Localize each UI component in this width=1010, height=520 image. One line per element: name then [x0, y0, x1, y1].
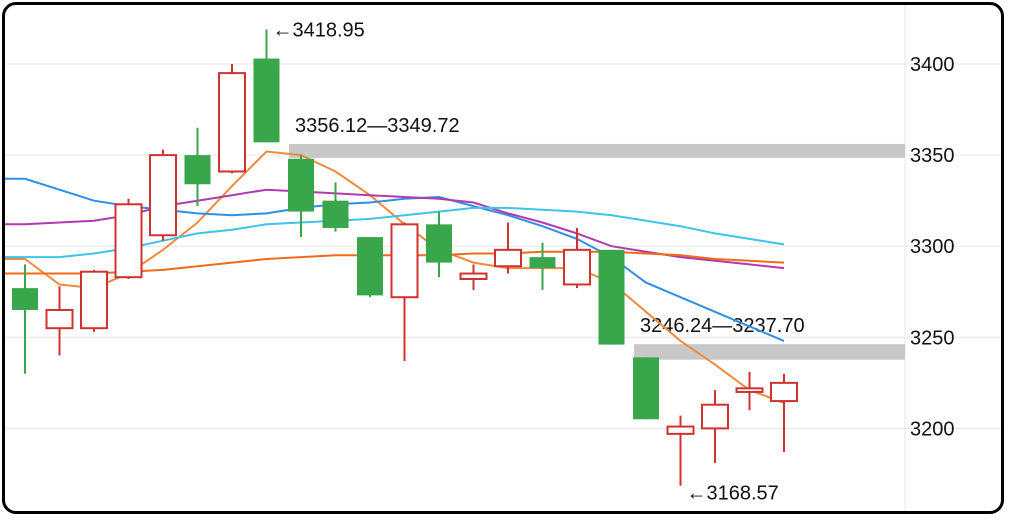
candle-body: [184, 155, 211, 185]
candle-body: [563, 248, 591, 286]
candle-body: [322, 200, 349, 228]
y-tick-label: 3200: [910, 418, 955, 440]
candle-body: [459, 272, 488, 280]
y-tick-label: 3300: [910, 236, 955, 258]
chart-frame: 3400 3350 3300 3250 3200 3356.12—3349.72 3246.…: [2, 2, 1004, 514]
y-tick-label: 3400: [910, 54, 955, 76]
candle-body: [80, 270, 108, 330]
y-tick-label: 3350: [910, 145, 955, 167]
candle-body: [770, 381, 798, 403]
candle-body: [529, 257, 556, 269]
candle-body: [253, 58, 280, 143]
candle-body: [45, 308, 74, 330]
candle-body: [633, 357, 659, 420]
gap-zone-label: 3356.12—3349.72: [295, 115, 460, 137]
candle-body: [218, 72, 246, 173]
candle-body: [494, 248, 522, 268]
candle-body: [666, 425, 695, 435]
candle-body: [149, 154, 177, 237]
price-annotation: ←3418.95: [273, 19, 365, 41]
candle-body: [701, 403, 729, 430]
candle-body: [735, 387, 764, 393]
candle-body: [12, 288, 38, 310]
candle-body: [357, 237, 383, 296]
gap-zone: [634, 344, 905, 360]
candle-body: [114, 203, 143, 279]
price-annotation: ←3168.57: [687, 483, 779, 505]
y-tick-label: 3250: [910, 327, 955, 349]
gap-zone: [289, 143, 905, 158]
candle-body: [598, 249, 625, 345]
candle-body: [390, 223, 419, 299]
candle-body: [288, 158, 314, 212]
candle-body: [426, 224, 452, 263]
candlestick-chart: 3400 3350 3300 3250 3200 3356.12—3349.72 3246.…: [5, 5, 1001, 511]
gap-zone-label: 3246.24—3237.70: [640, 315, 805, 337]
